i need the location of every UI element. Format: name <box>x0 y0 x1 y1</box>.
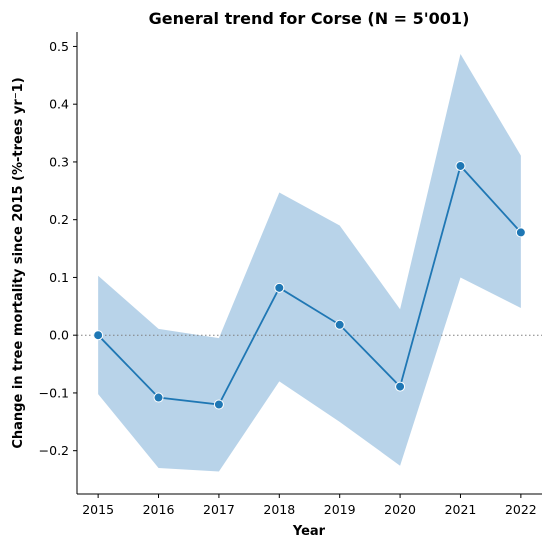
data-point-2020 <box>396 382 405 391</box>
x-tick-label: 2021 <box>445 502 477 517</box>
y-tick-label: 0.4 <box>49 97 69 112</box>
x-tick-label: 2019 <box>324 502 356 517</box>
x-tick-label: 2018 <box>263 502 295 517</box>
x-tick-label: 2015 <box>82 502 114 517</box>
data-point-2019 <box>335 320 344 329</box>
data-point-2018 <box>275 283 284 292</box>
data-point-2015 <box>94 331 103 340</box>
x-tick-label: 2020 <box>384 502 416 517</box>
y-axis-label: Change in tree mortality since 2015 (%-t… <box>11 77 26 448</box>
confidence-band <box>98 54 521 472</box>
y-tick-label: 0.5 <box>49 39 69 54</box>
y-tick-label: 0.0 <box>49 328 69 343</box>
y-tick-label: 0.3 <box>49 154 69 169</box>
y-tick-label: 0.1 <box>49 270 69 285</box>
x-axis-ticks: 2015 2016 2017 2018 2019 2020 2021 2022 <box>82 494 537 517</box>
chart-title: General trend for Corse (N = 5'001) <box>149 9 470 28</box>
data-point-2021 <box>456 161 465 170</box>
x-tick-label: 2016 <box>143 502 175 517</box>
data-point-2016 <box>154 393 163 402</box>
y-axis-ticks: −0.2 −0.1 0.0 0.1 0.2 0.3 0.4 0.5 <box>39 39 77 458</box>
x-axis-label: Year <box>292 524 326 539</box>
data-point-2017 <box>214 400 223 409</box>
y-tick-label: 0.2 <box>49 212 69 227</box>
y-tick-label: −0.2 <box>39 443 69 458</box>
plot-area <box>77 54 542 472</box>
data-point-2022 <box>516 228 525 237</box>
x-tick-label: 2022 <box>505 502 537 517</box>
x-tick-label: 2017 <box>203 502 235 517</box>
y-tick-label: −0.1 <box>39 385 69 400</box>
